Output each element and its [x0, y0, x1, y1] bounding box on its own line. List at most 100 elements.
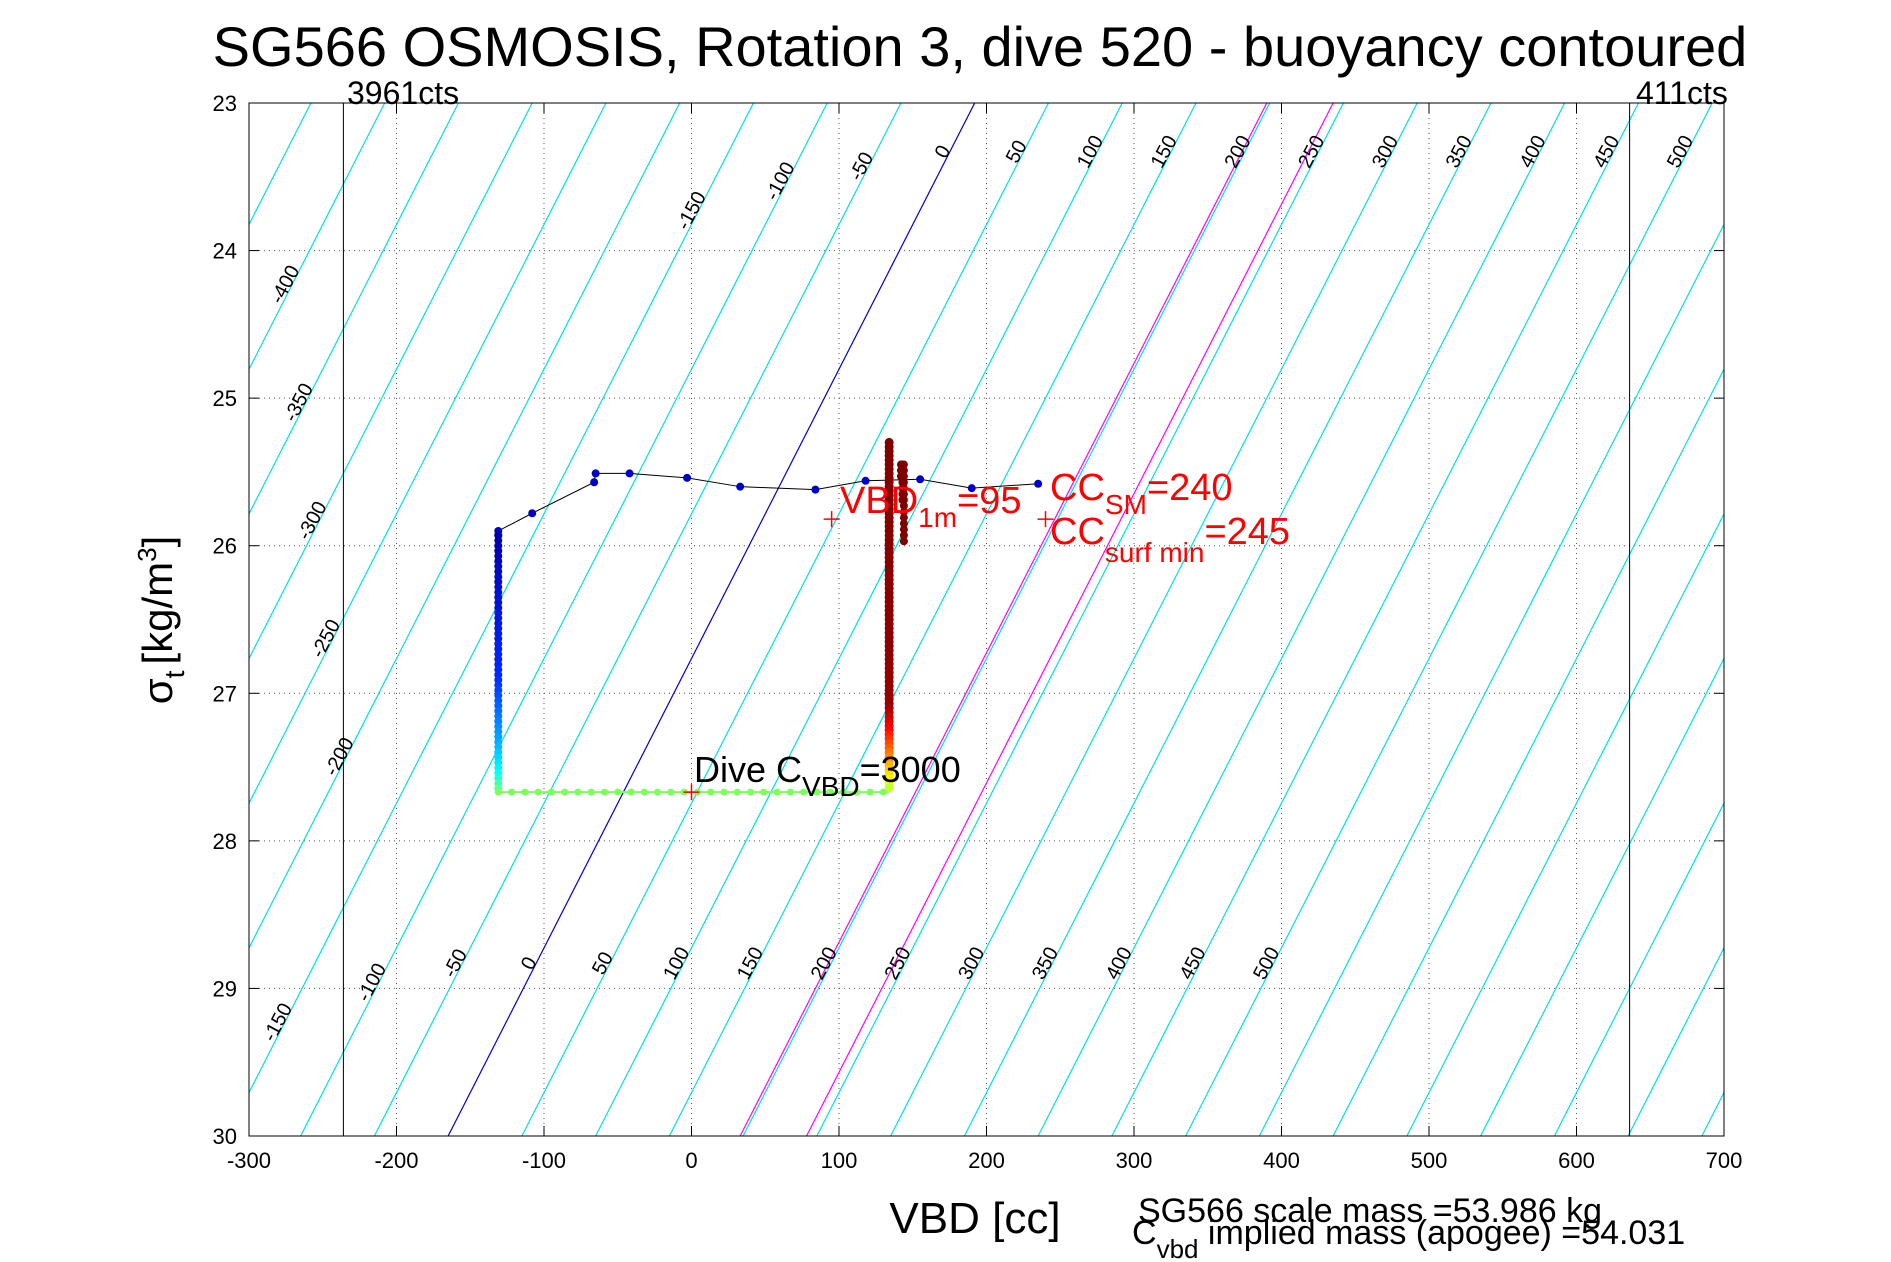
- bottom-point: [534, 788, 542, 796]
- x-tick-label: -300: [227, 1148, 271, 1173]
- contour-line: [742, 103, 1271, 1136]
- contour-label-bottom: 100: [659, 944, 694, 984]
- y-axis-label: σt[kg/m3]: [132, 536, 190, 705]
- contour-labels: -400 -350 -300 -250 -200 -150 -100 -50 0 50 100 150…: [259, 132, 1698, 1045]
- contour-line-highlight: [806, 103, 1334, 1136]
- bottom-point: [574, 788, 582, 796]
- climb-extra-point: [899, 513, 908, 522]
- x-tick-label: 600: [1558, 1148, 1595, 1173]
- vbd1m-annotation: VBD1m=95: [840, 480, 1022, 533]
- counts-lines: [342, 103, 1631, 1136]
- bottom-point: [508, 788, 516, 796]
- dive-point: [861, 476, 870, 485]
- contour-label-top: 250: [1294, 132, 1329, 172]
- contour-label-top: -100: [761, 159, 799, 205]
- bottom-point: [853, 788, 861, 796]
- dive-point: [590, 478, 599, 487]
- x-tick-label: 700: [1706, 1148, 1743, 1173]
- dive-point: [736, 482, 745, 491]
- bottom-point: [720, 788, 728, 796]
- bottom-point: [786, 788, 794, 796]
- dive-point: [916, 475, 925, 484]
- contour-line: [0, 103, 16, 1136]
- dive-point: [811, 485, 820, 494]
- contour-line: [1627, 946, 1724, 1136]
- bottom-point: [667, 788, 675, 796]
- dive-point: [683, 473, 692, 482]
- x-tick-label: 500: [1411, 1148, 1448, 1173]
- contour-label-top: 500: [1663, 132, 1698, 172]
- contour-label-top: -200: [321, 734, 359, 780]
- dive-point: [591, 469, 600, 478]
- bottom-point: [547, 788, 555, 796]
- scale-mass-text: SG566 scale mass =53.986 kg: [1138, 1192, 1602, 1230]
- bottom-point: [747, 788, 754, 796]
- contour-line: [1776, 103, 1891, 1136]
- contour-label-bottom: 400: [1102, 944, 1137, 984]
- contour-line: [1701, 1091, 1724, 1136]
- svg-text:VBD1m=95: VBD1m=95: [840, 480, 1022, 533]
- contour-line: [1037, 103, 1566, 1136]
- contour-line: [249, 103, 754, 1094]
- y-tick-label: 26: [213, 534, 237, 559]
- contour-line: [1258, 223, 1724, 1136]
- contour-label-bottom: 300: [954, 944, 989, 984]
- contour-label-bottom: 150: [733, 944, 768, 984]
- buoyancy-contours: [0, 103, 1891, 1136]
- contour-line: [249, 103, 386, 371]
- y-tick-label: 27: [213, 681, 237, 706]
- bottom-point: [800, 788, 808, 796]
- y-tick-label: 25: [213, 386, 237, 411]
- bottom-point: [813, 788, 821, 796]
- contour-line-highlight: [739, 103, 1268, 1136]
- y-tick-label: 24: [213, 239, 237, 264]
- grid-lines: [249, 103, 1724, 1136]
- x-tick-label: 400: [1263, 1148, 1300, 1173]
- dive-c-annotation: Dive CVBD=3000: [694, 749, 961, 802]
- contour-line: [1406, 512, 1724, 1136]
- contour-line: [0, 103, 237, 1136]
- contour-line: [1111, 103, 1639, 1136]
- bottom-point: [733, 788, 741, 796]
- annotation-markers: [683, 511, 1054, 801]
- contour-label-top: 100: [1073, 132, 1108, 172]
- x-tick-label: 100: [821, 1148, 858, 1173]
- dive-point: [967, 484, 976, 493]
- svg-text:Dive CVBD=3000: Dive CVBD=3000: [694, 749, 961, 802]
- climb-extra-point: [899, 501, 908, 510]
- contour-line: [595, 103, 1123, 1136]
- bottom-point: [640, 788, 648, 796]
- climb-extra-point: [899, 537, 908, 546]
- x-tick-label: 300: [1116, 1148, 1153, 1173]
- climb-extra-point: [899, 472, 908, 481]
- x-tick-label: 200: [968, 1148, 1005, 1173]
- contour-label-bottom: 250: [881, 944, 916, 984]
- y-tick-label: 23: [213, 91, 237, 116]
- y-tick-label: 30: [213, 1124, 237, 1149]
- contour-label-top: 200: [1221, 132, 1256, 172]
- axis-ticks: -300 -200 -100 0 100 200 300 400 500 600 700232425…: [213, 91, 1743, 1173]
- contour-line: [249, 103, 607, 805]
- contour-line: [1480, 657, 1724, 1136]
- implied-mass-text: Cvbd implied mass (apogee) =54.031: [1132, 1214, 1685, 1262]
- climb-extra-point: [899, 466, 908, 475]
- bottom-point: [826, 788, 834, 796]
- contour-label-top: -300: [293, 498, 331, 544]
- contour-label-top: 0: [931, 142, 956, 162]
- bottom-point: [587, 788, 595, 796]
- y-tick-label: 29: [213, 976, 237, 1001]
- contour-line: [890, 103, 1418, 1136]
- contour-label-bottom: 450: [1176, 944, 1211, 984]
- contour-line: [1332, 367, 1724, 1136]
- x-tick-label: 0: [685, 1148, 697, 1173]
- contour-label-bottom: -150: [259, 1000, 297, 1046]
- contour-line: [963, 103, 1492, 1136]
- contour-label-top: 400: [1516, 132, 1551, 172]
- bottom-point: [494, 788, 502, 796]
- contour-line: [300, 103, 828, 1136]
- svg-text:CCSM=240: CCSM=240: [1050, 467, 1232, 520]
- bottom-point: [707, 788, 715, 796]
- contour-label-top: -50: [845, 149, 878, 185]
- contour-line: [249, 103, 681, 950]
